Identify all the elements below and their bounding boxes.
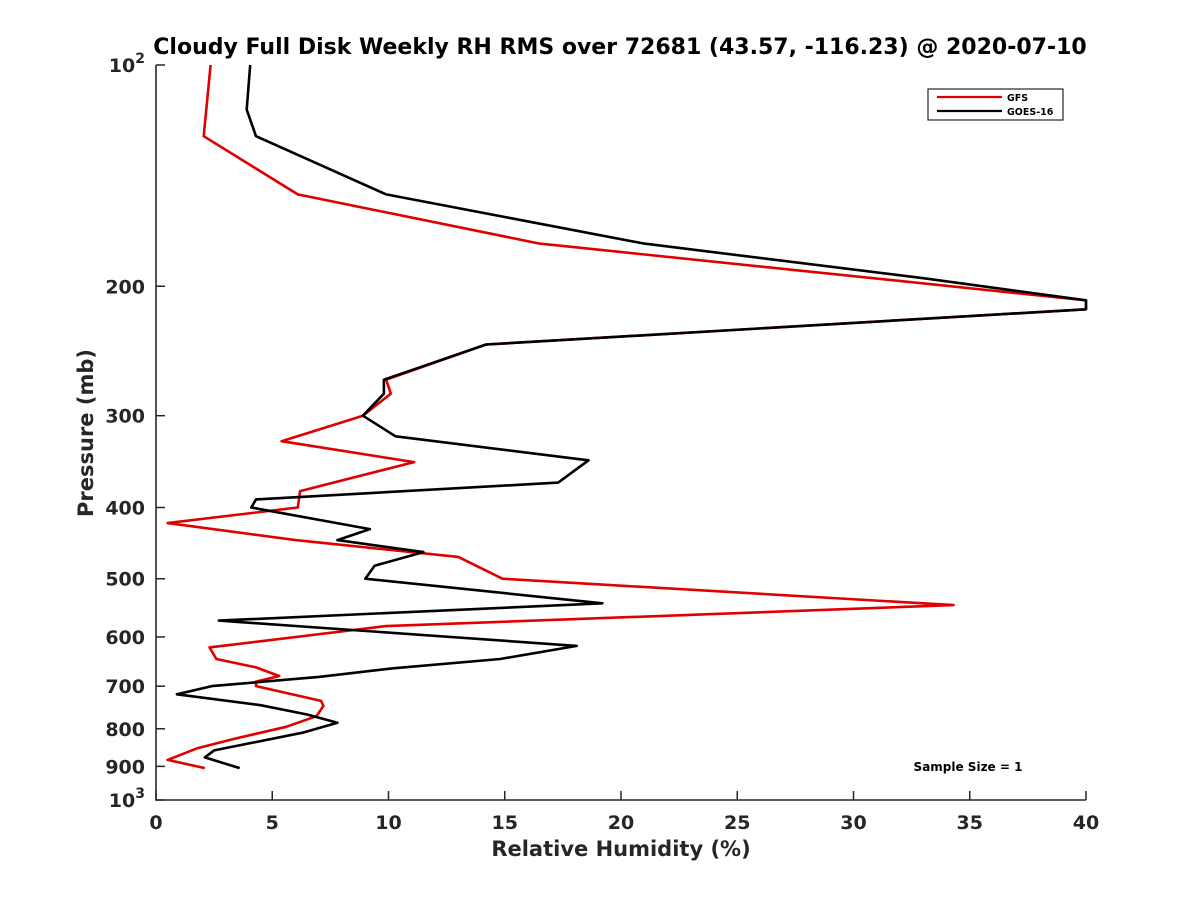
data-point-goes16-21 [364, 578, 366, 580]
y-tick-label: 900 [105, 756, 145, 778]
data-point-gfs-33 [204, 767, 206, 769]
x-tick-label: 0 [149, 812, 162, 834]
data-point-gfs-2 [297, 193, 299, 195]
data-point-gfs-8 [390, 393, 392, 395]
data-point-goes16-12 [394, 435, 396, 437]
data-point-gfs-26 [320, 700, 322, 702]
data-point-goes16-0 [249, 64, 251, 66]
data-point-gfs-25 [255, 685, 257, 687]
data-point-goes16-19 [422, 551, 424, 553]
data-point-goes16-5 [922, 277, 924, 279]
series-line-goes16 [175, 64, 1088, 770]
data-point-gfs-13 [297, 506, 299, 508]
data-point-gfs-22 [255, 666, 257, 668]
data-point-gfs-29 [285, 726, 287, 728]
data-point-goes16-9 [383, 379, 385, 381]
data-point-goes16-20 [373, 565, 375, 567]
data-point-gfs-0 [209, 64, 211, 66]
data-point-goes16-2 [255, 135, 257, 137]
data-point-goes16-22 [601, 602, 603, 604]
legend-label-gfs: GFS [1007, 93, 1028, 104]
data-point-goes16-7 [1085, 308, 1087, 310]
x-tick-label: 15 [492, 812, 518, 834]
y-tick-label: 103 [109, 786, 145, 812]
data-point-gfs-18 [952, 604, 954, 606]
y-tick-label: 400 [105, 498, 145, 520]
data-point-gfs-21 [215, 658, 217, 660]
legend-label-goes16: GOES-16 [1007, 107, 1054, 118]
data-point-gfs-12 [299, 490, 301, 492]
y-tick-label: 200 [105, 276, 145, 298]
y-tick-label: 600 [105, 627, 145, 649]
series-layer [166, 64, 1088, 770]
data-point-goes16-23 [218, 619, 220, 621]
data-point-gfs-15 [294, 539, 296, 541]
data-point-gfs-11 [413, 461, 415, 463]
y-tick-label: 102 [109, 51, 145, 77]
x-tick-label: 30 [840, 812, 866, 834]
data-point-goes16-27 [318, 676, 320, 678]
data-point-gfs-27 [322, 705, 324, 707]
data-point-goes16-4 [643, 242, 645, 244]
data-point-goes16-14 [557, 481, 559, 483]
data-point-goes16-32 [336, 722, 338, 724]
y-tick-label: 300 [105, 406, 145, 428]
x-tick-label: 5 [266, 812, 279, 834]
data-point-gfs-17 [501, 578, 503, 580]
y-tick-label: 700 [105, 676, 145, 698]
data-point-gfs-32 [166, 759, 168, 761]
data-point-gfs-31 [197, 747, 199, 749]
data-point-goes16-8 [485, 343, 487, 345]
data-point-goes16-10 [383, 393, 385, 395]
data-point-goes16-17 [369, 528, 371, 530]
data-point-goes16-28 [211, 685, 213, 687]
data-point-goes16-36 [239, 767, 241, 769]
x-axis-label: Relative Humidity (%) [491, 837, 750, 861]
data-point-goes16-35 [204, 756, 206, 758]
y-tick-label: 500 [105, 569, 145, 591]
sample-size-annotation: Sample Size = 1 [914, 760, 1023, 774]
data-point-gfs-10 [280, 440, 282, 442]
data-point-goes16-18 [336, 539, 338, 541]
data-point-goes16-25 [499, 658, 501, 660]
x-tick-label: 40 [1073, 812, 1099, 834]
data-point-gfs-23 [278, 675, 280, 677]
data-point-goes16-3 [385, 193, 387, 195]
data-point-goes16-11 [362, 415, 364, 417]
legend-box [927, 88, 1064, 121]
x-tick-label: 35 [957, 812, 983, 834]
data-point-gfs-30 [234, 737, 236, 739]
data-point-goes16-6 [1085, 299, 1087, 301]
data-point-goes16-1 [246, 108, 248, 110]
data-point-goes16-30 [259, 704, 261, 706]
y-tick-label: 800 [105, 719, 145, 741]
data-point-goes16-16 [250, 506, 252, 508]
data-point-goes16-31 [306, 713, 308, 715]
y-axis-label: Pressure (mb) [74, 349, 98, 517]
data-point-goes16-29 [176, 693, 178, 695]
x-ticks: 0 5 10 15 20 25 30 35 40 [149, 791, 1099, 834]
data-point-goes16-34 [213, 749, 215, 751]
data-point-goes16-15 [255, 498, 257, 500]
chart-title: Cloudy Full Disk Weekly RH RMS over 7268… [153, 35, 1086, 60]
data-point-gfs-20 [208, 646, 210, 648]
x-tick-label: 10 [375, 812, 401, 834]
y-ticks: 102 200 300 400 500 600 700 800 900 103 [105, 51, 165, 812]
data-point-gfs-3 [538, 242, 540, 244]
legend: GFS GOES-16 [927, 88, 1064, 121]
data-point-gfs-16 [457, 556, 459, 558]
data-point-goes16-24 [576, 645, 578, 647]
x-tick-label: 20 [608, 812, 634, 834]
x-tick-label: 25 [724, 812, 750, 834]
data-point-goes16-26 [392, 667, 394, 669]
data-point-gfs-1 [203, 135, 205, 137]
data-point-goes16-13 [587, 459, 589, 461]
data-point-gfs-19 [385, 625, 387, 627]
data-point-goes16-33 [301, 732, 303, 734]
plot-area: 0 5 10 15 20 25 30 35 40 102 200 300 400 500 600 700 80… [105, 51, 1099, 834]
data-point-gfs-14 [166, 522, 168, 524]
